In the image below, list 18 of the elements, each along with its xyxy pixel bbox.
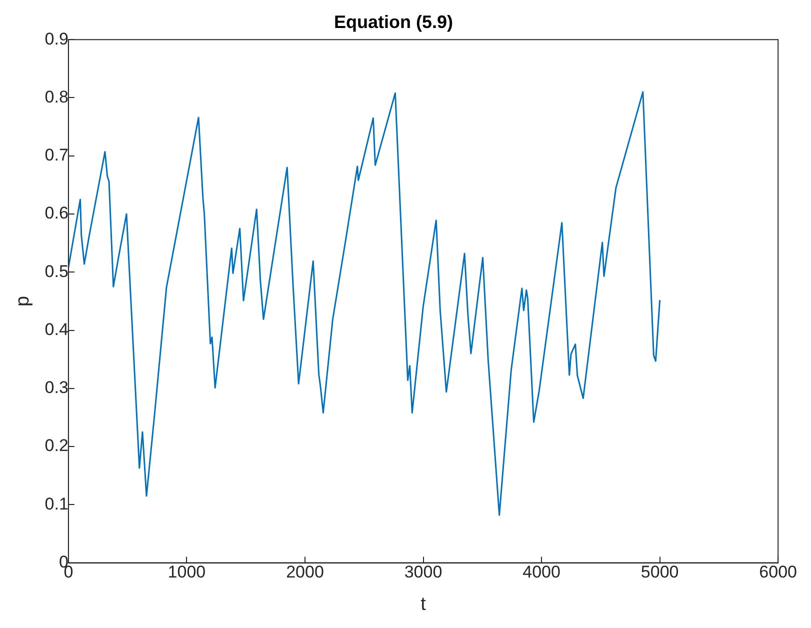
y-tick-label: 0.5 xyxy=(44,262,68,281)
x-tick-label: 1000 xyxy=(168,562,206,582)
y-axis-title: p xyxy=(12,296,34,306)
x-tick-label: 5000 xyxy=(640,562,679,582)
y-tick-label: 0.2 xyxy=(44,436,68,456)
x-axis-title: t xyxy=(420,594,427,615)
x-tick-label: 4000 xyxy=(522,562,560,582)
x-tick-label: 6000 xyxy=(759,562,798,582)
y-tick-label: 0.1 xyxy=(44,494,68,514)
x-tick-label: 3000 xyxy=(404,562,442,582)
y-tick-label: 0.6 xyxy=(44,204,68,223)
y-tick-label: 0.4 xyxy=(44,320,68,339)
y-tick-label: 0.9 xyxy=(44,29,68,48)
y-tick-label: 0.7 xyxy=(44,146,68,165)
x-tick-label: 2000 xyxy=(286,562,324,582)
chart-title: Equation (5.9) xyxy=(334,12,454,32)
y-tick-label: 0.8 xyxy=(44,87,68,106)
y-tick-label: 0.3 xyxy=(44,378,68,398)
